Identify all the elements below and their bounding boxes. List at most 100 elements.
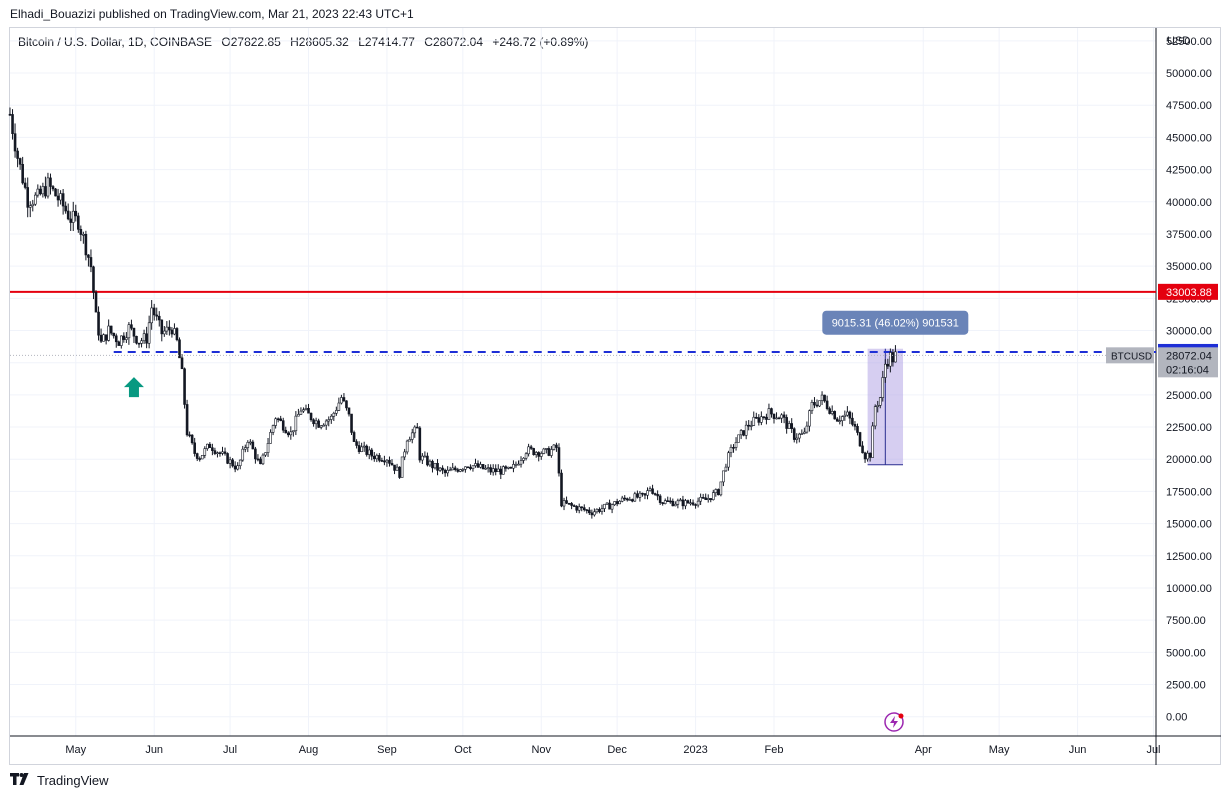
candle-body xyxy=(871,425,874,458)
candle-body xyxy=(873,406,877,427)
candle-body xyxy=(863,452,867,460)
candle-body xyxy=(709,498,713,501)
candle-body xyxy=(737,434,740,443)
candle-body xyxy=(403,451,406,458)
candle-body xyxy=(545,448,548,450)
candle-body xyxy=(714,489,718,493)
x-tick-label: May xyxy=(65,744,86,756)
candle-body xyxy=(233,465,237,470)
candle-body xyxy=(512,464,515,469)
candle-body xyxy=(390,463,394,466)
candle-body xyxy=(527,446,530,455)
candle-body xyxy=(319,425,323,428)
tradingview-logo[interactable]: TradingView xyxy=(10,773,109,788)
candle-body xyxy=(254,448,257,460)
candle-body xyxy=(281,420,285,431)
candle-body xyxy=(722,470,725,483)
candle-body xyxy=(820,394,824,401)
candle-body xyxy=(383,460,386,463)
chart-frame xyxy=(9,27,1221,765)
y-tick-label: 10000.00 xyxy=(1166,583,1212,595)
candle-body xyxy=(188,434,191,437)
candle-body xyxy=(362,445,366,448)
candle-body xyxy=(792,428,796,440)
tradingview-logo-icon xyxy=(10,773,32,788)
candle-body xyxy=(590,512,594,516)
candle-body xyxy=(56,195,60,201)
candle-body xyxy=(853,424,857,427)
candle-body xyxy=(31,203,35,207)
candle-body xyxy=(681,499,685,507)
candle-body xyxy=(355,441,358,446)
candle-body xyxy=(92,266,95,293)
candle-body xyxy=(886,363,890,367)
candle-body xyxy=(102,334,105,342)
candle-body xyxy=(560,472,563,507)
candle-body xyxy=(51,186,55,190)
y-tick-label: 47500.00 xyxy=(1166,100,1212,112)
candle-body xyxy=(663,500,667,504)
candle-body xyxy=(286,432,290,436)
candle-body xyxy=(18,158,22,165)
candle-body xyxy=(459,469,462,472)
candle-body xyxy=(228,459,232,464)
candle-body xyxy=(724,466,728,472)
candle-body xyxy=(469,466,472,469)
candle-body xyxy=(846,411,849,416)
candle-body xyxy=(183,368,186,405)
candle-body xyxy=(36,188,40,196)
candle-body xyxy=(496,468,500,473)
candle-body xyxy=(711,492,715,501)
candle-body xyxy=(152,307,156,316)
candle-body xyxy=(198,458,202,460)
candle-body xyxy=(787,423,791,429)
candle-body xyxy=(206,443,209,449)
candle-body xyxy=(436,462,439,471)
candle-body xyxy=(765,416,768,420)
candle-body xyxy=(770,408,773,415)
candle-body xyxy=(636,493,639,498)
candle-body xyxy=(519,460,523,465)
candle-body xyxy=(170,329,174,335)
candle-body xyxy=(532,448,535,455)
candle-body xyxy=(830,411,834,414)
candle-body xyxy=(385,459,389,463)
candle-body xyxy=(109,325,113,334)
candle-body xyxy=(231,459,234,467)
candle-body xyxy=(82,233,85,236)
candle-body xyxy=(200,455,204,460)
candle-body xyxy=(588,509,591,514)
candle-body xyxy=(534,452,538,455)
candle-body xyxy=(522,457,525,461)
candle-body xyxy=(691,502,695,505)
candle-body xyxy=(408,439,412,442)
candle-body xyxy=(294,415,298,432)
candle-body xyxy=(114,335,118,343)
symbol-name[interactable]: Bitcoin / U.S. Dollar, 1D, COINBASE xyxy=(18,35,213,49)
candle-body xyxy=(243,447,247,450)
candle-body xyxy=(415,426,419,429)
candle-body xyxy=(395,466,399,471)
candle-body xyxy=(856,426,859,433)
x-tick-label: Jul xyxy=(223,744,237,756)
candle-body xyxy=(620,497,624,502)
candle-body xyxy=(747,424,751,427)
candle-body xyxy=(94,292,98,313)
candle-body xyxy=(889,352,892,367)
candle-body xyxy=(608,502,611,510)
candle-body xyxy=(276,418,280,421)
candle-body xyxy=(754,416,758,419)
candle-body xyxy=(813,402,816,406)
candle-body xyxy=(466,466,470,469)
x-tick-label: 2023 xyxy=(683,744,707,756)
ohlc-change: +248.72 (+0.89%) xyxy=(492,35,589,49)
resistance-price-tag xyxy=(1158,283,1218,300)
candle-body xyxy=(61,193,65,207)
candle-body xyxy=(861,445,864,454)
price-axis-currency: USD xyxy=(1167,35,1190,47)
candle-body xyxy=(694,504,697,506)
candle-body xyxy=(238,459,242,467)
y-tick-label: 45000.00 xyxy=(1166,132,1212,144)
candle-body xyxy=(499,468,503,475)
